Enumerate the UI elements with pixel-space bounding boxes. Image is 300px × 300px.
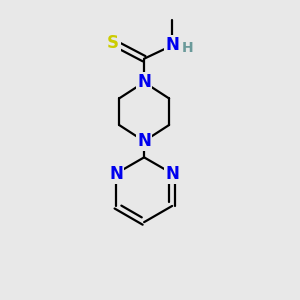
Text: N: N: [137, 73, 151, 91]
Text: N: N: [165, 37, 179, 55]
Text: N: N: [109, 165, 123, 183]
Text: N: N: [165, 165, 179, 183]
Text: S: S: [107, 34, 119, 52]
Text: N: N: [137, 132, 151, 150]
Text: H: H: [182, 41, 193, 56]
